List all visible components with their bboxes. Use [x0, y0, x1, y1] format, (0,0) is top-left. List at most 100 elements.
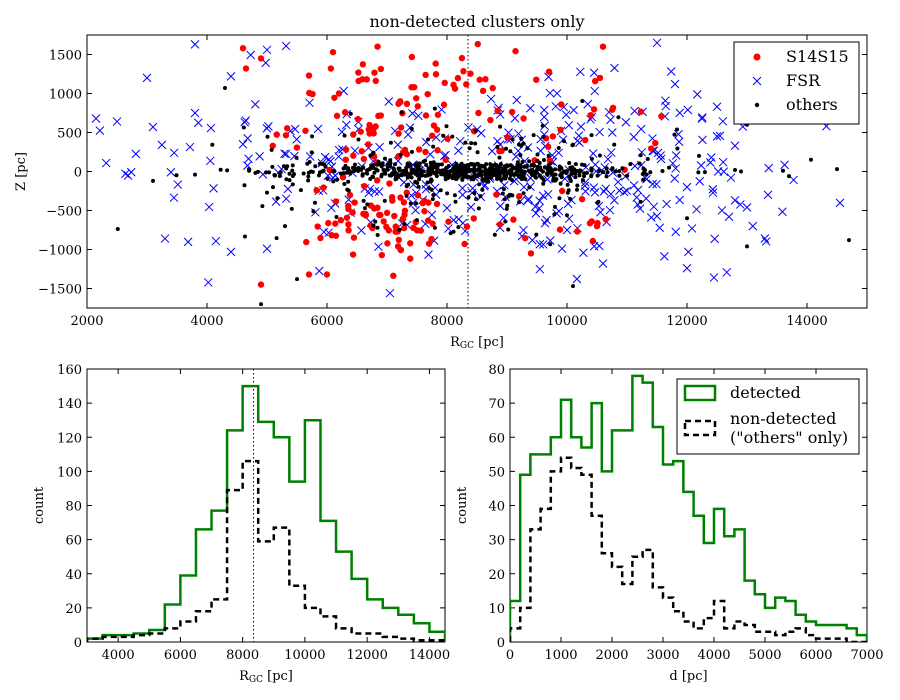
hist-d-bin-nondetected: [520, 608, 530, 642]
others-point: [408, 164, 413, 169]
fsr-marker: [595, 127, 604, 137]
s14s15-point: [239, 45, 247, 52]
fsr-marker: [764, 163, 774, 173]
fsr-marker: [682, 182, 692, 192]
hist-d-ytick-label: 10: [488, 602, 505, 617]
others-point: [473, 128, 478, 133]
hist-d-bin-nondetected: [694, 628, 704, 642]
s14s15-point: [401, 207, 409, 214]
s14s15-point: [558, 187, 566, 195]
others-point: [274, 236, 279, 241]
fsr-marker: [185, 142, 195, 152]
others-point: [617, 173, 622, 178]
others-point: [527, 185, 532, 190]
others-point: [439, 162, 444, 167]
s14s15-point: [339, 173, 347, 181]
others-point: [399, 110, 404, 115]
others-point: [242, 183, 247, 188]
hist-d-bin-detected: [724, 536, 734, 642]
others-point: [473, 141, 478, 146]
fsr-marker: [169, 148, 179, 158]
scatter-ylabel: Z [pc]: [14, 152, 29, 191]
fsr-marker: [205, 156, 215, 166]
s14s15-point: [375, 112, 382, 120]
s14s15-point: [269, 142, 276, 149]
others-point: [466, 167, 471, 172]
fsr-marker: [317, 347, 325, 355]
others-point: [648, 170, 653, 175]
hist-d-ytick-label: 30: [488, 534, 505, 549]
others-point: [451, 174, 456, 179]
others-point: [605, 170, 610, 175]
hist-rgc-bin-detected: [367, 599, 383, 642]
s14s15-point: [558, 101, 565, 108]
s14s15-point: [487, 116, 494, 124]
others-point: [347, 169, 352, 174]
hist-d-bin-detected: [785, 601, 795, 642]
fsr-marker: [589, 68, 599, 78]
legend-label-nondetected-cont: ("others" only): [730, 428, 848, 447]
others-point: [510, 137, 515, 142]
others-point: [498, 124, 503, 129]
scatter-ytick-label: 1000: [49, 88, 82, 103]
hist-d-bin-nondetected: [510, 628, 520, 642]
others-point: [320, 161, 325, 166]
fsr-marker: [263, 122, 273, 131]
fsr-marker: [334, 152, 344, 161]
hist-rgc-bin-detected: [258, 422, 274, 642]
hist-d-xtick-label: 0: [506, 648, 514, 663]
fsr-marker: [675, 195, 685, 205]
s14s15-point: [510, 216, 517, 223]
hist-d-xtick-label: 4000: [697, 648, 730, 663]
others-point: [461, 166, 466, 171]
fsr-marker: [538, 191, 548, 201]
s14s15-point: [320, 184, 327, 191]
hist-d-bars: [510, 374, 867, 642]
others-point: [371, 223, 376, 228]
fsr-marker: [722, 267, 732, 277]
s14s15-point: [371, 69, 378, 76]
fsr-marker: [652, 179, 661, 189]
s14s15-point: [349, 251, 357, 258]
hist-rgc-ytick-label: 20: [65, 602, 82, 617]
s14s15-point: [341, 109, 349, 116]
others-point: [472, 191, 477, 196]
s14s15-point: [350, 131, 357, 138]
fsr-marker: [203, 278, 213, 287]
others-point: [579, 162, 584, 167]
others-point: [577, 173, 582, 178]
s14s15-point: [358, 147, 365, 155]
others-point: [542, 165, 547, 170]
s14s15-point: [335, 90, 343, 97]
s14s15-point: [474, 40, 481, 48]
others-point: [550, 172, 555, 177]
fsr-marker: [142, 73, 152, 83]
others-point: [573, 175, 578, 180]
others-point: [535, 164, 540, 169]
s14s15-point: [360, 155, 368, 163]
others-point: [540, 169, 545, 174]
others-point: [463, 140, 468, 145]
others-point: [393, 162, 398, 167]
fsr-marker: [190, 40, 200, 49]
others-point: [575, 183, 580, 188]
hist-d-bin-detected: [632, 376, 642, 642]
hist-rgc-bin-nondetected: [274, 528, 290, 642]
hist-rgc-bin-nondetected: [320, 616, 336, 642]
others-point: [620, 166, 625, 171]
s14s15-point: [242, 65, 250, 72]
s14s15-point: [257, 281, 265, 288]
others-point: [502, 164, 507, 169]
fsr-marker: [193, 118, 203, 128]
hist-rgc-bin-nondetected: [289, 586, 305, 642]
others-point: [356, 165, 361, 170]
others-point: [356, 169, 361, 174]
fsr-marker: [594, 241, 604, 251]
s14s15-point: [489, 84, 496, 92]
fsr-marker: [246, 50, 256, 60]
hist-d-bin-nondetected: [561, 458, 571, 642]
fsr-marker: [375, 142, 384, 152]
others-point: [597, 168, 602, 173]
hist-rgc-bin-nondetected: [180, 622, 196, 642]
others-point: [475, 161, 480, 166]
